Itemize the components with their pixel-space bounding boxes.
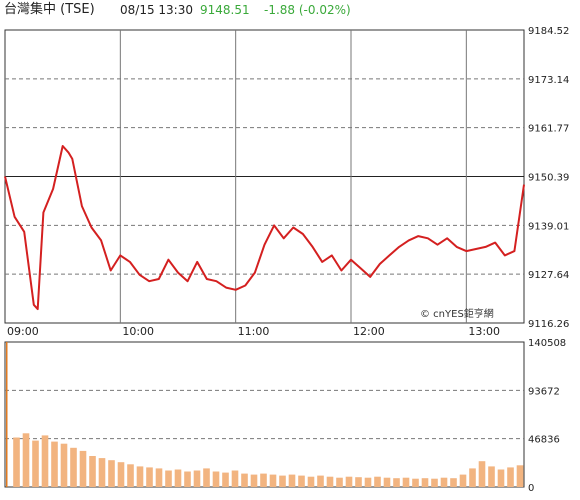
quote-datetime: 08/15 13:30	[120, 3, 193, 17]
price-y-tick-label: 9173.14	[528, 75, 569, 86]
watermark: © cnYES鉅亨網	[420, 307, 494, 320]
price-series	[4, 145, 525, 311]
volume-bar	[269, 474, 277, 487]
price-change: -1.88 (-0.02%)	[264, 3, 351, 17]
volume-bar	[222, 472, 229, 487]
volume-bar	[22, 433, 30, 487]
volume-bar	[146, 467, 153, 487]
volume-bar	[355, 477, 362, 487]
volume-bar	[79, 450, 87, 487]
volume-bar	[184, 471, 191, 487]
volume-bar	[507, 467, 514, 487]
price-line	[4, 145, 525, 311]
volume-bar	[51, 441, 58, 487]
last-price: 9148.51	[200, 3, 250, 17]
time-tick-label: 10:00	[122, 325, 154, 338]
price-y-tick-label: 9127.64	[528, 270, 569, 281]
volume-bar	[307, 476, 315, 487]
volume-bar	[393, 478, 400, 487]
price-x-ticks: 09:00 10:00 11:00 12:00 13:00	[7, 325, 500, 338]
volume-bar	[450, 478, 457, 487]
volume-bar	[41, 435, 49, 487]
volume-y-tick-label: 0	[528, 483, 534, 494]
volume-bar	[260, 473, 267, 487]
volume-bar	[298, 475, 305, 487]
volume-bar	[212, 471, 220, 487]
price-y-tick-label: 9184.52	[528, 26, 569, 37]
volume-bar	[32, 440, 39, 487]
volume-bar	[127, 464, 134, 487]
volume-bar	[136, 466, 144, 487]
price-y-tick-label: 9116.26	[528, 319, 569, 330]
volume-bar	[421, 478, 429, 487]
volume-bar	[345, 476, 353, 487]
volume-bar	[478, 461, 486, 487]
volume-bar	[488, 466, 495, 487]
volume-bar	[89, 456, 96, 487]
volume-bar	[497, 469, 505, 487]
time-tick-label: 09:00	[7, 325, 39, 338]
price-y-tick-label: 9161.77	[528, 124, 569, 135]
price-y-tick-label: 9150.39	[528, 173, 569, 184]
volume-y-tick-label: 93672	[528, 386, 560, 397]
volume-bar	[6, 342, 8, 487]
volume-bar	[13, 437, 20, 487]
volume-bar	[108, 460, 115, 487]
time-tick-label: 13:00	[468, 325, 500, 338]
volume-bar	[203, 468, 210, 487]
price-y-tick-label: 9139.01	[528, 221, 569, 232]
volume-bar	[279, 475, 286, 487]
volume-bar	[98, 458, 106, 487]
volume-bar	[60, 443, 68, 487]
volume-bar	[440, 477, 448, 487]
volume-bar	[336, 477, 343, 487]
volume-bar	[193, 470, 201, 487]
volume-bar	[402, 477, 410, 487]
volume-bar	[117, 462, 125, 487]
volume-bar	[174, 469, 182, 487]
volume-bar	[516, 465, 524, 487]
volume-y-ticks: 0 46836 93672 140508	[528, 338, 566, 494]
volume-bar	[383, 477, 391, 487]
volume-bar	[469, 468, 476, 487]
volume-bar	[155, 468, 163, 487]
volume-bar	[165, 470, 172, 487]
volume-bar	[250, 474, 258, 487]
volume-bars	[6, 342, 524, 487]
volume-bar	[374, 476, 381, 487]
volume-y-tick-label: 140508	[528, 338, 566, 349]
volume-bar	[241, 473, 248, 487]
volume-bar	[317, 475, 324, 487]
volume-bar	[70, 447, 77, 487]
index-name: 台灣集中 (TSE)	[4, 2, 95, 17]
volume-bar	[459, 474, 467, 487]
time-tick-label: 11:00	[238, 325, 270, 338]
price-y-ticks: 9184.52 9173.14 9161.77 9150.39 9139.01 9127.…	[528, 26, 569, 330]
volume-grid	[5, 389, 524, 440]
volume-bar	[326, 476, 334, 487]
volume-bar	[431, 478, 438, 487]
volume-bar	[364, 477, 372, 487]
volume-bar	[412, 478, 419, 487]
volume-bar	[288, 474, 296, 487]
quote-header: 台灣集中 (TSE) 08/15 13:30 9148.51 -1.88 (-0…	[0, 0, 580, 22]
time-tick-label: 12:00	[353, 325, 385, 338]
volume-bar	[231, 470, 239, 487]
volume-y-tick-label: 46836	[528, 435, 560, 446]
